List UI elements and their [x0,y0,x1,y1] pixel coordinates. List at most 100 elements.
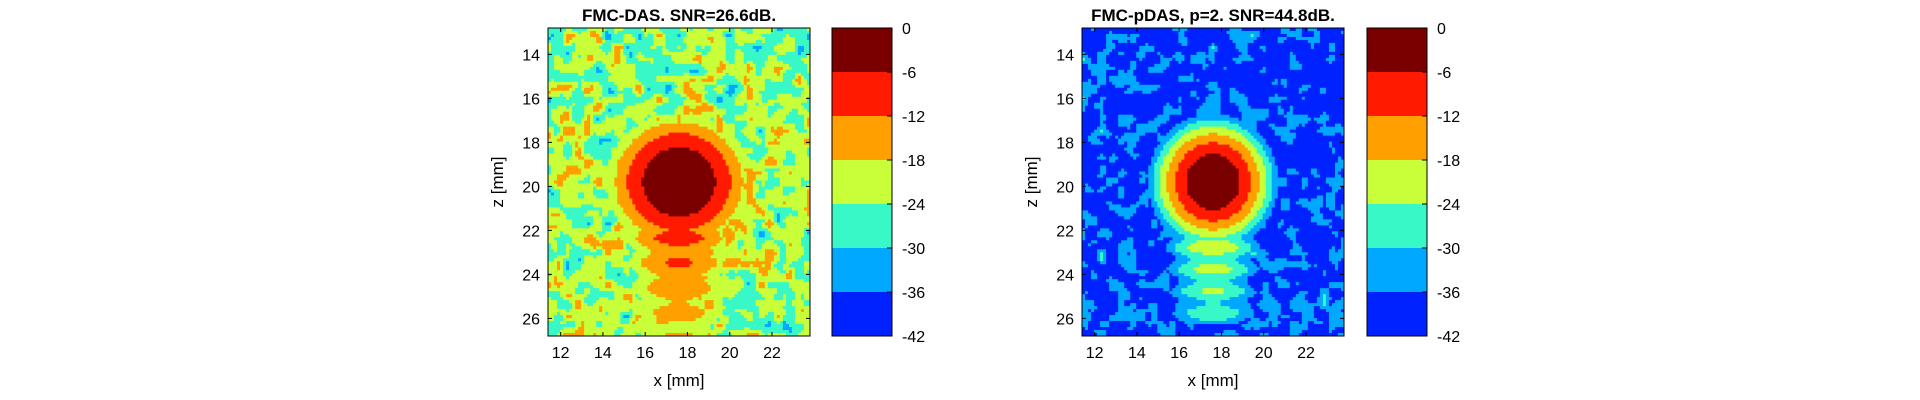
heatmap-cell [692,51,697,56]
heatmap-cell [590,54,594,59]
heatmap-cell [755,69,760,74]
heatmap-cell [713,42,718,47]
heatmap-cell [617,28,621,32]
heatmap-cell [620,45,624,50]
heatmap-cell [590,30,594,35]
heatmap-cell [737,28,742,32]
heatmap-cell [710,69,715,74]
heatmap-cell [695,39,700,44]
heatmap-cell [746,57,751,62]
heatmap-cell [770,54,775,59]
heatmap-cell [626,54,630,59]
heatmap-cell [590,28,594,32]
heatmap-cell [560,36,564,41]
heatmap-cell [554,28,558,32]
heatmap-cell [623,66,627,71]
heatmap-cell [644,63,648,68]
heatmap-cell [719,42,724,47]
heatmap-cell [767,63,772,68]
heatmap-cell [578,42,582,47]
heatmap-cell [629,72,633,77]
heatmap-cell [635,75,639,80]
heatmap-cell [659,81,664,86]
heatmap-cell [611,81,615,86]
heatmap-cell [686,66,691,71]
heatmap-cell [716,81,721,86]
heatmap-cell [554,45,558,50]
heatmap-cell [785,51,790,56]
heatmap-cell [704,36,709,41]
heatmap-cell [665,60,670,65]
heatmap-cell [617,75,621,80]
heatmap-cell [692,30,697,35]
heatmap-cell [674,33,679,38]
heatmap-cell [623,42,627,47]
heatmap-cell [800,72,805,77]
heatmap-cell [614,30,618,35]
heatmap-cell [761,48,766,53]
heatmap-cell [794,78,799,83]
heatmap-cell [737,33,742,38]
heatmap-cell [689,57,694,62]
heatmap-cell [773,69,778,74]
heatmap-cell [620,75,624,80]
heatmap-cell [641,48,645,53]
heatmap-cell [695,66,700,71]
heatmap-cell [701,39,706,44]
heatmap-cell [656,72,661,77]
heatmap-cell [572,42,576,47]
heatmap-cell [791,36,796,41]
heatmap-cell [695,54,700,59]
heatmap-cell [719,75,724,80]
heatmap-cell [626,48,630,53]
heatmap-cell [806,60,810,65]
heatmap-cell [698,42,703,47]
heatmap-cell [785,72,790,77]
heatmap-cell [641,30,645,35]
heatmap-cell [686,72,691,77]
heatmap-cell [689,51,694,56]
heatmap-cell [650,66,654,71]
heatmap-cell [554,48,558,53]
heatmap-cell [707,39,712,44]
heatmap-cell [716,72,721,77]
heatmap-cell [605,48,609,53]
heatmap-cell [776,81,781,86]
heatmap-cell [701,72,706,77]
heatmap-cell [683,45,688,50]
heatmap-cell [803,36,808,41]
heatmap-cell [698,66,703,71]
heatmap-cell [761,39,766,44]
heatmap-cell [740,81,745,86]
heatmap-cell [758,39,763,44]
heatmap-cell [719,57,724,62]
heatmap-cell [770,60,775,65]
heatmap-cell [692,54,697,59]
heatmap-cell [746,39,751,44]
heatmap-cell [668,45,673,50]
heatmap-cell [689,48,694,53]
heatmap-cell [734,45,739,50]
heatmap-cell [701,36,706,41]
heatmap-cell [668,60,673,65]
heatmap-cell [683,42,688,47]
heatmap-cell [797,81,802,86]
heatmap-cell [749,28,754,32]
heatmap-cell [647,28,651,32]
heatmap-cell [671,48,676,53]
heatmap-cell [557,69,561,74]
heatmap-cell [572,75,576,80]
heatmap-cell [647,36,651,41]
heatmap-cell [611,51,615,56]
heatmap-cell [569,69,573,74]
heatmap-cell [788,42,793,47]
heatmap-cell [569,48,573,53]
heatmap-cell [701,45,706,50]
heatmap-cell [782,78,787,83]
heatmap-cell [797,66,802,71]
heatmap-cell [704,33,709,38]
heatmap-cell [599,63,603,68]
heatmap-cell [548,51,552,56]
heatmap-cell [572,54,576,59]
